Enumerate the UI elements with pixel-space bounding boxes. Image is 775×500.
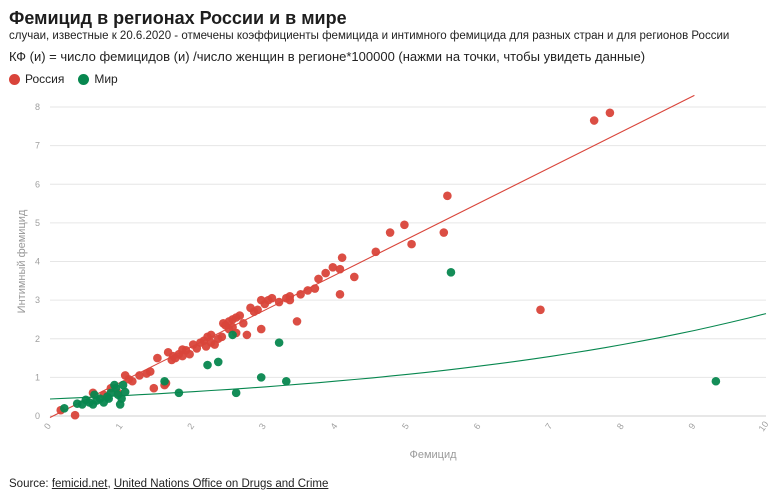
- russia-point[interactable]: [267, 293, 277, 303]
- russia-point[interactable]: [206, 330, 216, 340]
- x-tick-label: 3: [257, 421, 268, 431]
- world-point[interactable]: [120, 387, 130, 397]
- russia-point[interactable]: [328, 262, 338, 272]
- world-point[interactable]: [446, 268, 456, 277]
- russia-point[interactable]: [605, 108, 615, 118]
- tick-labels: 0 1 2 3 4 5 6 7 8 0 1 2 3 4 5 6 7 8 9 10: [35, 102, 771, 433]
- x-axis-title: Фемицид: [409, 449, 457, 461]
- x-tick-label: 1: [114, 421, 125, 431]
- russia-point[interactable]: [536, 305, 545, 315]
- russia-point[interactable]: [239, 319, 248, 328]
- y-tick-label: 4: [35, 257, 40, 267]
- russia-point[interactable]: [242, 330, 252, 340]
- source-separator: ,: [107, 478, 114, 490]
- russia-point[interactable]: [235, 311, 245, 320]
- russia-point[interactable]: [303, 286, 313, 295]
- russia-point[interactable]: [145, 367, 155, 376]
- legend-dot-russia: [9, 73, 20, 85]
- legend-dot-world: [78, 73, 90, 85]
- russia-point[interactable]: [335, 264, 345, 274]
- x-tick-label: 5: [400, 421, 411, 431]
- trendlines: [49, 94, 767, 419]
- russia-point[interactable]: [407, 239, 416, 249]
- russia-point[interactable]: [253, 305, 262, 315]
- x-tick-label: 4: [328, 421, 339, 431]
- russia-point[interactable]: [256, 324, 266, 334]
- russia-point[interactable]: [296, 290, 305, 299]
- y-tick-label: 3: [35, 295, 40, 305]
- russia-point[interactable]: [149, 383, 159, 393]
- x-tick-label: 7: [543, 421, 554, 431]
- world-point[interactable]: [160, 376, 169, 386]
- chart-subtitle: случаи, известные к 20.6.2020 - отмечены…: [9, 30, 730, 42]
- world-point[interactable]: [281, 376, 291, 386]
- russia-point[interactable]: [310, 284, 320, 293]
- y-axis-title: Интимный фемицид: [16, 209, 28, 313]
- world-point[interactable]: [711, 376, 721, 386]
- russia-point[interactable]: [128, 376, 137, 386]
- legend-label-russia: Россия: [25, 72, 65, 86]
- grid: [50, 106, 766, 417]
- scatter-chart: 0 1 2 3 4 5 6 7 8 0 1 2 3 4 5 6 7 8 9 10 Интимный фемицид Ф…: [16, 94, 771, 461]
- x-tick-label: 6: [472, 421, 483, 431]
- world-point[interactable]: [174, 388, 184, 398]
- legend-label-world: Мир: [94, 72, 118, 86]
- russia-point[interactable]: [135, 371, 144, 380]
- legend: Россия Мир: [9, 72, 118, 86]
- russia-point[interactable]: [314, 274, 323, 284]
- russia-point[interactable]: [337, 253, 347, 262]
- russia-point[interactable]: [443, 191, 452, 201]
- russia-point[interactable]: [217, 332, 227, 342]
- data-points: [56, 108, 721, 420]
- russia-point[interactable]: [185, 349, 194, 359]
- world-point[interactable]: [111, 383, 121, 393]
- x-tick-label: 2: [185, 421, 196, 431]
- world-point[interactable]: [213, 357, 223, 367]
- world-point[interactable]: [228, 330, 237, 340]
- russia-point[interactable]: [153, 353, 162, 363]
- y-tick-label: 5: [35, 218, 40, 228]
- source-line: Source: femicid.net, United Nations Offi…: [9, 478, 328, 490]
- world-point[interactable]: [256, 373, 266, 382]
- world-point[interactable]: [231, 388, 241, 398]
- russia-point[interactable]: [371, 247, 381, 257]
- x-tick-label: 9: [686, 421, 697, 431]
- russia-point[interactable]: [292, 317, 302, 326]
- trendline-1: [49, 313, 767, 400]
- source-link-unodc[interactable]: United Nations Office on Drugs and Crime: [113, 478, 329, 490]
- y-tick-label: 6: [35, 179, 40, 189]
- legend-item-world[interactable]: Мир: [78, 72, 118, 86]
- russia-point[interactable]: [285, 295, 295, 305]
- y-tick-label: 1: [35, 372, 40, 382]
- world-point[interactable]: [60, 403, 69, 413]
- trendline-0: [49, 94, 695, 419]
- russia-point[interactable]: [321, 268, 330, 278]
- chart-formula: КФ (и) = число фемицидов (и) /число женщ…: [9, 49, 646, 64]
- y-tick-label: 2: [35, 334, 40, 344]
- russia-point[interactable]: [70, 410, 80, 420]
- source-prefix: Source:: [9, 478, 52, 490]
- world-point[interactable]: [274, 338, 284, 347]
- russia-point[interactable]: [385, 228, 395, 237]
- russia-point[interactable]: [350, 272, 359, 282]
- world-point[interactable]: [118, 380, 128, 390]
- y-tick-label: 8: [35, 102, 40, 112]
- x-tick-label: 10: [757, 419, 771, 433]
- y-tick-label: 0: [35, 411, 40, 421]
- legend-item-russia[interactable]: Россия: [9, 72, 64, 86]
- y-tick-label: 7: [35, 141, 40, 151]
- russia-point[interactable]: [335, 290, 345, 299]
- chart-title: Фемицид в регионах России и в мире: [9, 8, 347, 28]
- russia-point[interactable]: [274, 297, 284, 307]
- russia-point[interactable]: [589, 116, 599, 125]
- source-link-femicid[interactable]: femicid.net: [51, 478, 108, 490]
- world-point[interactable]: [117, 394, 126, 403]
- x-tick-label: 0: [42, 421, 53, 431]
- russia-point[interactable]: [400, 220, 409, 230]
- x-tick-label: 8: [615, 421, 626, 431]
- russia-point[interactable]: [439, 228, 449, 237]
- world-point[interactable]: [203, 360, 212, 370]
